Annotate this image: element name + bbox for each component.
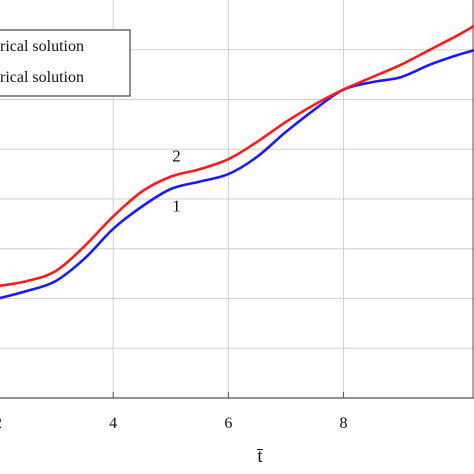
series-line-1 <box>0 48 474 300</box>
series-lines <box>0 24 474 300</box>
series-line-2 <box>0 24 474 288</box>
curve-label-1: 1 <box>172 196 181 215</box>
x-tick-label-0: 2 <box>0 415 2 432</box>
curve-labels: 21 <box>172 147 181 216</box>
curve-label-2: 2 <box>172 147 181 166</box>
x-tick-label-1: 4 <box>109 415 117 432</box>
x-tick-label-2: 6 <box>224 415 232 432</box>
grid <box>0 0 474 399</box>
legend-entry-1: rical solution <box>0 69 84 86</box>
x-axis-label: t̄ <box>257 446 263 467</box>
legend-box <box>0 29 131 97</box>
x-tick-labels: 2 4 6 8 <box>0 392 348 432</box>
x-tick-label-3: 8 <box>340 415 348 432</box>
legend: rical solution rical solution <box>0 29 131 97</box>
legend-entry-0: rical solution <box>0 38 84 55</box>
